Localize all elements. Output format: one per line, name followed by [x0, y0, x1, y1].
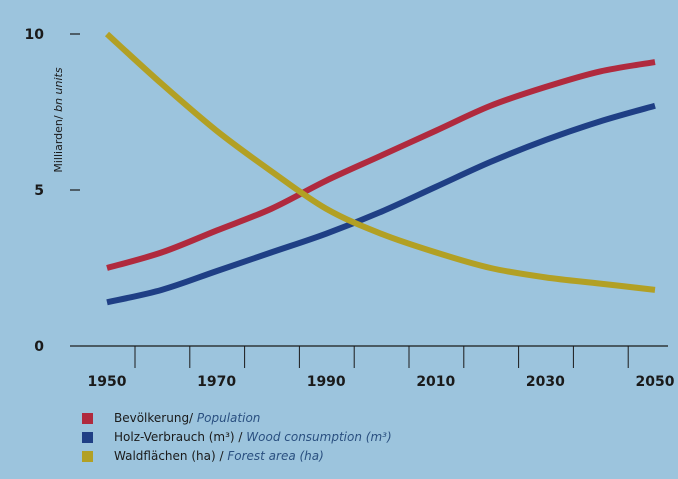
y-axis-label-en: bn units	[52, 67, 65, 112]
y-tick-label: 10	[25, 27, 45, 43]
series-line-forest-area	[104, 31, 656, 293]
x-tick-label: 1950	[88, 374, 127, 390]
y-tick-label: 5	[34, 183, 44, 199]
x-tick-label: 1970	[197, 374, 236, 390]
series-line-population	[106, 59, 656, 271]
x-tick-label: 1990	[307, 374, 346, 390]
legend-swatch-wood-consumption	[82, 432, 93, 443]
legend-label-en: Forest area (ha)	[227, 449, 324, 463]
legend: Bevölkerung/ Population Holz-Verbrauch (m…	[82, 411, 392, 463]
legend-label-de: Holz-Verbrauch (m³) /	[114, 430, 246, 444]
legend-label-de: Waldflächen (ha) /	[114, 449, 227, 463]
legend-swatch-population	[82, 413, 93, 424]
y-tick-label: 0	[34, 339, 44, 355]
legend-label-en: Wood consumption (m³)	[246, 430, 391, 444]
legend-label-en: Population	[197, 411, 260, 425]
legend-label-de: Bevölkerung/	[114, 411, 197, 425]
axes: 0 5 10 1950 1970 1990 2010 2030 2050	[25, 27, 675, 390]
legend-label: Holz-Verbrauch (m³) / Wood consumption (…	[114, 430, 392, 444]
y-axis-label: Milliarden/ bn units	[52, 67, 65, 172]
series-line-wood-consumption	[106, 102, 656, 306]
y-axis-label-de: Milliarden/	[52, 112, 65, 173]
legend-label: Waldflächen (ha) / Forest area (ha)	[114, 449, 324, 463]
x-tick-label: 2050	[636, 374, 675, 390]
x-tick-label: 2010	[416, 374, 455, 390]
legend-label: Bevölkerung/ Population	[114, 411, 260, 425]
series-lines	[104, 31, 656, 306]
x-tick-label: 2030	[526, 374, 565, 390]
legend-swatch-forest-area	[82, 451, 93, 462]
